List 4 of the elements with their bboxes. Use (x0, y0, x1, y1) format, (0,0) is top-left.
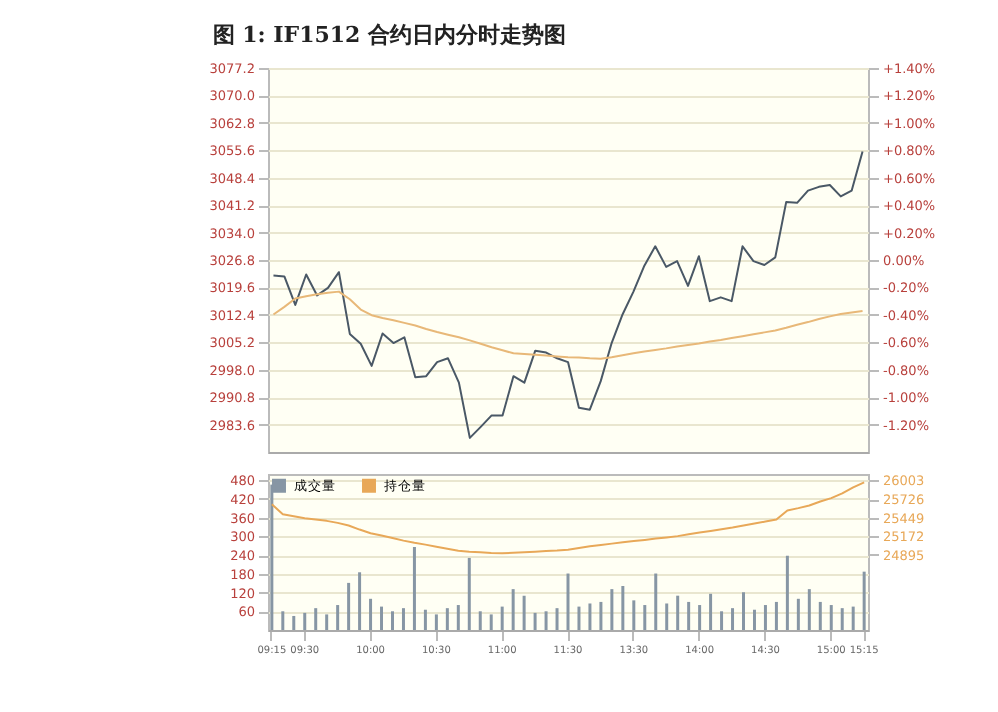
line-series (272, 150, 864, 439)
chart-title: 图 1: IF1512 合约日内分时走势图 (212, 22, 567, 48)
line-series (272, 290, 864, 360)
line-series (270, 481, 866, 555)
